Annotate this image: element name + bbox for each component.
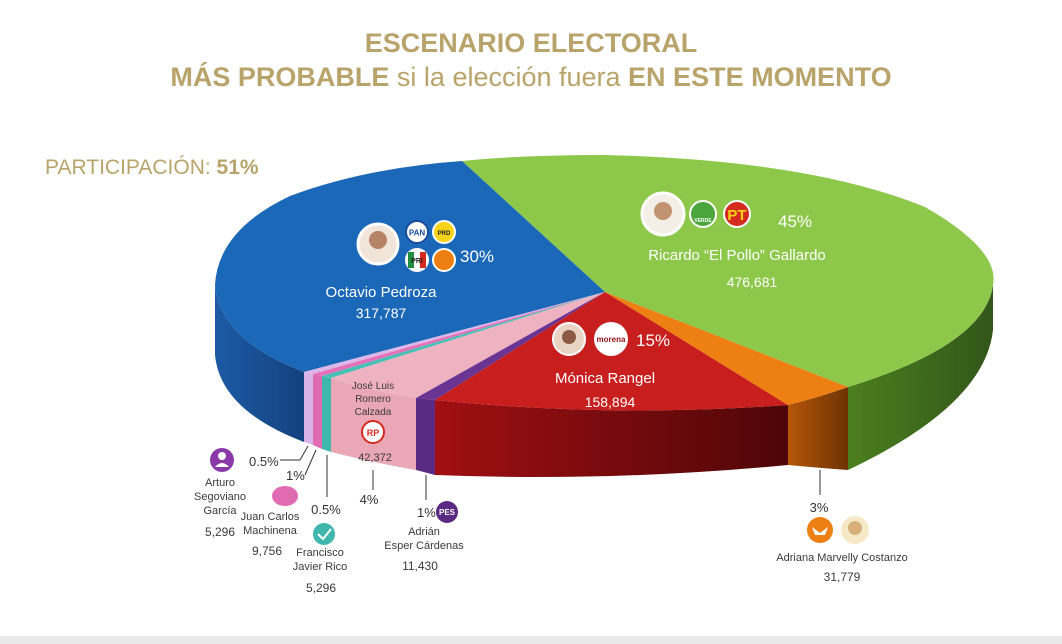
- label-costanzo: 3% Adriana Marvelly Costanzo 31,779: [776, 470, 908, 584]
- esper-name-2: Esper Cárdenas: [384, 540, 464, 552]
- pri-green: [408, 252, 414, 268]
- segoviano-leader-line: [280, 445, 309, 461]
- machinena-name-2: Machinena: [243, 525, 298, 537]
- slice-segoviano: [304, 292, 605, 374]
- rsp-logo-icon: [313, 523, 335, 545]
- slice-side-gallardo: [848, 285, 993, 470]
- label-machinena: 1% Juan Carlos Machinena 9,756: [241, 449, 317, 558]
- romero-name-3: Calzada: [355, 407, 392, 418]
- face-icon: [654, 202, 672, 220]
- rangel-name: Mónica Rangel: [555, 370, 655, 387]
- pedroza-percent: 30%: [460, 247, 494, 266]
- costanzo-name: Adriana Marvelly Costanzo: [776, 552, 907, 564]
- slice-side-rangel: [435, 400, 788, 478]
- slice-romero: [331, 292, 605, 398]
- prd-logo-text: PRD: [438, 231, 451, 237]
- machinena-leader-line: [304, 449, 317, 476]
- slice-gallardo: [462, 155, 994, 387]
- rp-logo-text: RP: [367, 428, 380, 438]
- slice-esper: [416, 292, 605, 400]
- pt-logo-icon: [723, 200, 751, 228]
- label-esper: 1% PES Adrián Esper Cárdenas 11,430: [384, 475, 464, 573]
- rico-name-2: Javier Rico: [293, 561, 347, 573]
- pedroza-name: Octavio Pedroza: [326, 284, 438, 301]
- mc-logo-icon: [807, 517, 833, 543]
- pedroza-votes: 317,787: [356, 305, 407, 321]
- rangel-percent: 15%: [636, 331, 670, 350]
- rico-percent: 0.5%: [311, 502, 341, 517]
- romero-votes: 42,372: [358, 452, 392, 464]
- face-icon: [848, 521, 862, 535]
- slice-machinena: [313, 292, 605, 376]
- romero-name-1: José Luis: [352, 381, 394, 392]
- participation-value: 51%: [216, 156, 259, 179]
- pan-logo-icon: [405, 220, 429, 244]
- pan-logo-text: PAN: [409, 229, 426, 238]
- machinena-votes: 9,756: [252, 544, 282, 558]
- slice-rico: [322, 292, 605, 378]
- morena-logo-text: morena: [597, 335, 626, 344]
- slice-side-costanzo: [788, 387, 848, 470]
- pri-logo-text: PRI: [411, 258, 423, 265]
- label-rico: 0.5% Francisco Javier Rico 5,296: [293, 455, 347, 595]
- segoviano-percent: 0.5%: [249, 454, 279, 469]
- bottom-border: [0, 636, 1062, 644]
- slice-costanzo: [605, 292, 848, 405]
- gallardo-votes: 476,681: [727, 274, 778, 290]
- label-pedroza: PAN PRD PRI 30% Octavio Pedroza 317,787: [326, 220, 494, 321]
- slice-side-esper: [416, 398, 435, 475]
- segoviano-name-2: Segoviano: [194, 491, 246, 503]
- chart-title-line2: MÁS PROBABLE si la elección fuera EN EST…: [0, 62, 1062, 93]
- pt-logo-text: PT: [727, 207, 746, 224]
- mc-eagle-icon: [812, 527, 828, 535]
- rico-votes: 5,296: [306, 581, 336, 595]
- pes-logo-icon: [436, 501, 458, 523]
- esper-name-1: Adrián: [408, 526, 440, 538]
- participation-label: PARTICIPACIÓN: 51%: [45, 156, 259, 180]
- slice-side-rico: [322, 376, 331, 452]
- slice-side-segoviano: [304, 372, 313, 445]
- costanzo-votes: 31,779: [824, 570, 861, 584]
- rp-logo-icon: [361, 420, 385, 444]
- gallardo-name: Ricardo “El Pollo” Gallardo: [648, 247, 826, 264]
- machinena-percent: 1%: [286, 468, 305, 483]
- chart-title-line1: ESCENARIO ELECTORAL: [364, 28, 698, 58]
- machinena-name-1: Juan Carlos: [241, 511, 300, 523]
- pes-logo-text: PES: [439, 508, 456, 517]
- label-gallardo: VERDE PT 45% Ricardo “El Pollo” Gallardo…: [640, 191, 826, 290]
- prd-logo-icon: [432, 220, 456, 244]
- romero-name-2: Romero: [355, 394, 391, 405]
- rico-name-1: Francisco: [296, 547, 344, 559]
- rsp-check-icon: [317, 528, 332, 541]
- title-bold-b: EN ESTE MOMENTO: [628, 62, 892, 92]
- morena-logo-icon: [594, 322, 628, 356]
- slice-side-pedroza: [215, 285, 304, 442]
- rangel-votes: 158,894: [585, 394, 636, 410]
- esper-percent: 1%: [417, 505, 436, 520]
- romero-percent: 4%: [360, 492, 379, 507]
- fxm-logo-icon: [272, 486, 298, 506]
- verde-logo-icon: [689, 200, 717, 228]
- segoviano-votes: 5,296: [205, 525, 235, 539]
- person-body: [215, 463, 229, 467]
- cp-logo-icon: [432, 248, 456, 272]
- slice-side-machinena: [313, 374, 322, 449]
- face-icon: [369, 231, 387, 249]
- person-head: [218, 452, 226, 460]
- segoviano-name-1: Arturo: [205, 477, 235, 489]
- participation-text: PARTICIPACIÓN:: [45, 156, 217, 179]
- label-segoviano: 0.5% Arturo Segoviano García 5,296: [194, 445, 309, 539]
- verde-logo-text: VERDE: [694, 218, 712, 224]
- label-rangel: morena 15% Mónica Rangel 158,894: [552, 322, 670, 410]
- face-icon: [562, 330, 576, 344]
- title-bold-a: MÁS PROBABLE: [170, 62, 390, 92]
- esper-votes: 11,430: [402, 559, 438, 573]
- costanzo-percent: 3%: [810, 500, 829, 515]
- segoviano-name-3: García: [203, 505, 237, 517]
- title-regular: si la elección fuera: [389, 62, 629, 92]
- label-romero: José Luis Romero Calzada RP 42,372 4%: [352, 381, 394, 507]
- pri-red: [420, 252, 426, 268]
- gallardo-percent: 45%: [778, 212, 812, 231]
